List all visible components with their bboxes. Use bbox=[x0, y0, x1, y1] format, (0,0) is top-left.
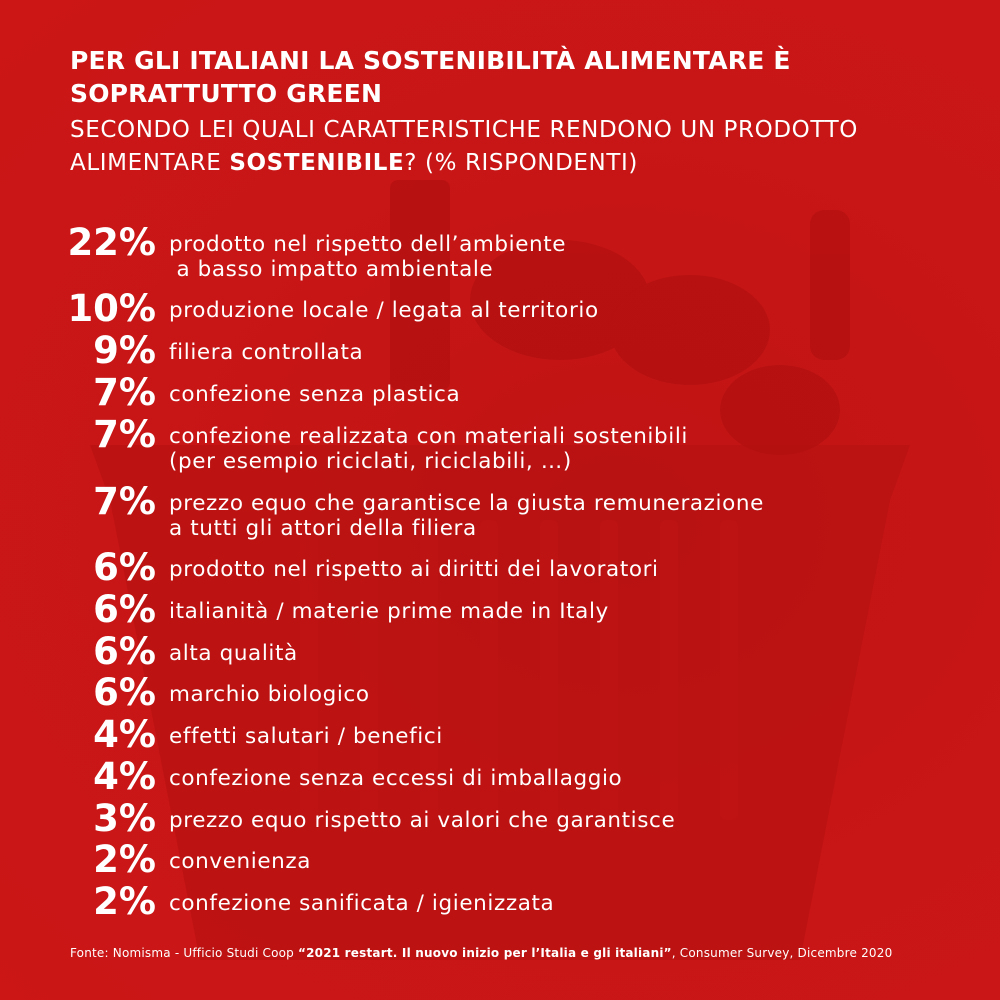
footnote-report-title: “2021 restart. Il nuovo inizio per l’Ita… bbox=[298, 946, 672, 960]
characteristic-label: prodotto nel rispetto dell’ambiente a ba… bbox=[169, 232, 567, 282]
percentage-value: 6% bbox=[93, 546, 156, 589]
characteristic-label: filiera controllata bbox=[169, 340, 364, 365]
subtitle-text: SECONDO LEI QUALI CARATTERISTICHE RENDON… bbox=[70, 117, 858, 176]
percentage-value: 7% bbox=[93, 413, 156, 456]
percentage-value: 4% bbox=[93, 755, 156, 798]
percentage-value: 6% bbox=[93, 630, 156, 673]
percentage-value: 3% bbox=[93, 797, 156, 840]
percentage-value: 6% bbox=[93, 588, 156, 631]
characteristic-label: prezzo equo che garantisce la giusta rem… bbox=[169, 491, 764, 541]
footnote-prefix: Fonte: Nomisma - Ufficio Studi Coop bbox=[70, 946, 299, 960]
percentage-value: 9% bbox=[93, 329, 156, 372]
percentage-value: 22% bbox=[67, 221, 156, 264]
subtitle-emphasis: SOSTENIBILE bbox=[229, 150, 405, 176]
percentage-value: 7% bbox=[93, 480, 156, 523]
percentage-value: 4% bbox=[93, 713, 156, 756]
characteristic-label: alta qualità bbox=[169, 641, 298, 666]
characteristic-label: confezione realizzata con materiali sost… bbox=[169, 424, 688, 474]
footnote-suffix: , Consumer Survey, Dicembre 2020 bbox=[671, 946, 893, 960]
characteristic-label: confezione senza plastica bbox=[169, 382, 461, 407]
characteristic-label: marchio biologico bbox=[169, 682, 370, 707]
source-footnote: Fonte: Nomisma - Ufficio Studi Coop “202… bbox=[70, 945, 970, 961]
percentage-value: 7% bbox=[93, 371, 156, 414]
characteristic-label: prodotto nel rispetto ai diritti dei lav… bbox=[169, 557, 659, 582]
characteristic-label: confezione sanificata / igienizzata bbox=[169, 891, 555, 916]
characteristic-label: prezzo equo rispetto ai valori che garan… bbox=[169, 808, 676, 833]
page-title: PER GLI ITALIANI LA SOSTENIBILITÀ ALIMEN… bbox=[70, 46, 791, 108]
subtitle-suffix: ? (% RISPONDENTI) bbox=[404, 150, 638, 176]
percentage-value: 10% bbox=[67, 287, 156, 330]
characteristic-label: confezione senza eccessi di imballaggio bbox=[169, 766, 623, 791]
percentage-value: 2% bbox=[93, 880, 156, 923]
percentage-value: 6% bbox=[93, 671, 156, 714]
characteristic-label: produzione locale / legata al territorio bbox=[169, 298, 599, 323]
characteristic-label: convenienza bbox=[169, 849, 312, 874]
page-subtitle: SECONDO LEI QUALI CARATTERISTICHE RENDON… bbox=[70, 114, 970, 180]
percentage-value: 2% bbox=[93, 838, 156, 881]
characteristic-label: italianità / materie prime made in Italy bbox=[169, 599, 609, 624]
characteristic-label: effetti salutari / benefici bbox=[169, 724, 443, 749]
